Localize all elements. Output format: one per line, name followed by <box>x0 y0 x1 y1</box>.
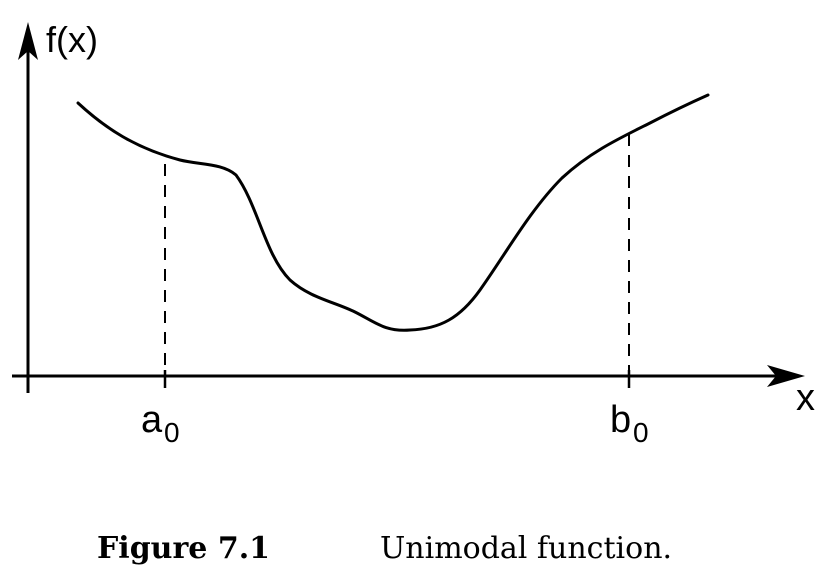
x-axis-arrowhead <box>767 365 805 387</box>
function-curve <box>76 93 710 332</box>
x-axis-label: x <box>796 377 815 419</box>
label-b0-base: b <box>610 399 631 441</box>
caption-number: Figure 7.1 <box>97 531 270 566</box>
y-axis-arrowhead <box>18 22 38 60</box>
label-a0-base: a <box>141 399 163 441</box>
label-b0-subscript: 0 <box>633 417 649 448</box>
caption-text: Unimodal function. <box>380 531 672 566</box>
label-b0: b <box>610 399 631 441</box>
label-a0-subscript: 0 <box>164 417 180 448</box>
label-a0: a <box>141 399 163 441</box>
y-axis-label: f(x) <box>46 19 98 60</box>
